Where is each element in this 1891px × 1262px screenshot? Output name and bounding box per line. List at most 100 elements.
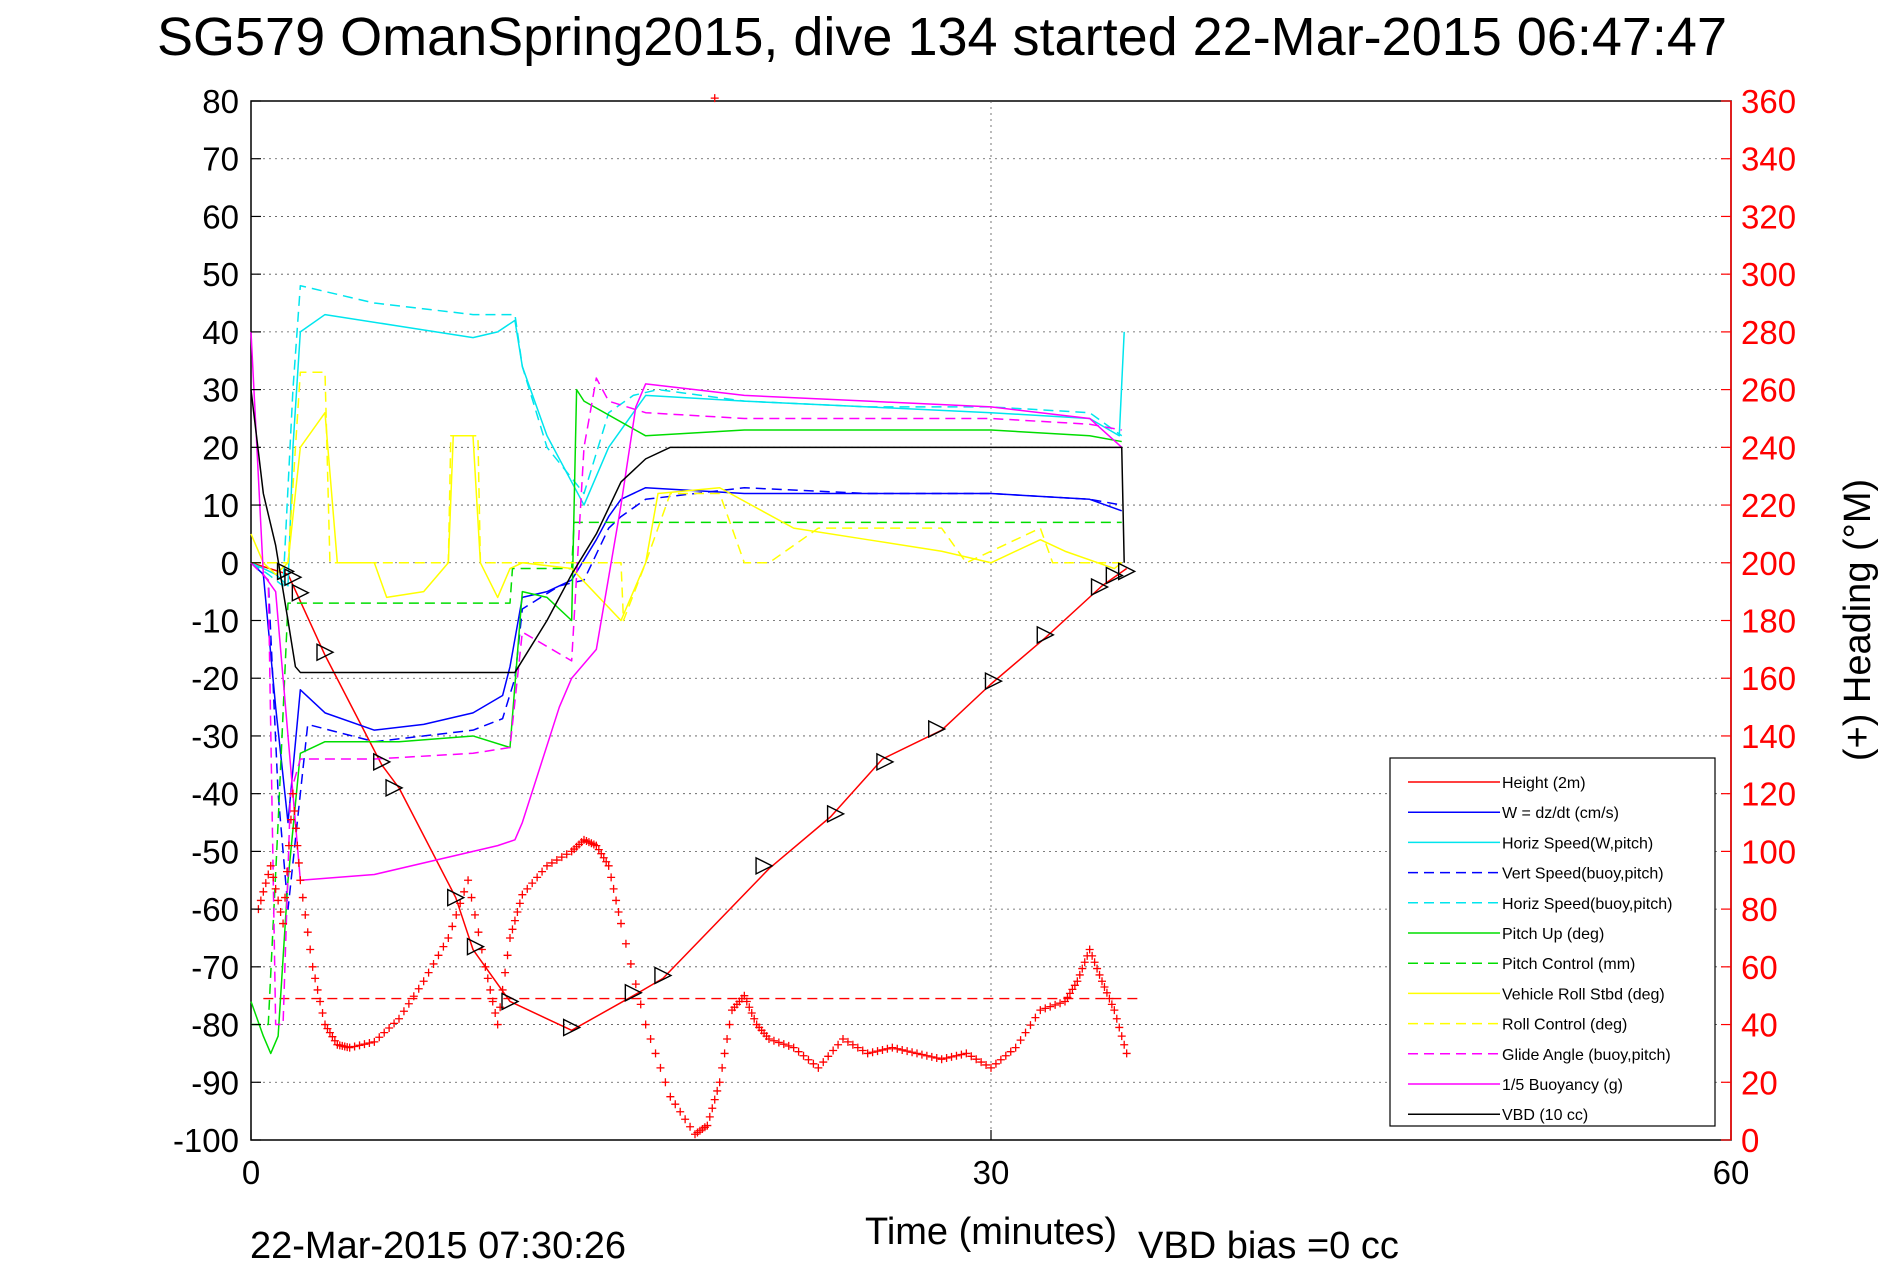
- heading-marker: [1107, 1000, 1116, 1009]
- heading-marker: [264, 870, 273, 879]
- heading-marker: [614, 907, 623, 916]
- heading-marker: [913, 1049, 921, 1058]
- heading-marker: [927, 1052, 936, 1061]
- heading-marker: [609, 884, 618, 893]
- y-tick-label: 70: [202, 141, 239, 178]
- heading-marker: [291, 824, 300, 833]
- legend-label-6: Pitch Up (deg): [1502, 926, 1604, 943]
- y-tick-label: -20: [191, 660, 239, 697]
- heading-marker: [967, 1052, 976, 1061]
- right-tick-label: 140: [1741, 718, 1796, 755]
- heading-marker: [1095, 970, 1104, 979]
- heading-marker: [888, 1043, 897, 1052]
- heading-marker: [375, 1033, 384, 1042]
- heading-marker: [464, 876, 473, 885]
- heading-marker: [281, 893, 290, 902]
- heading-marker: [713, 1086, 722, 1095]
- heading-marker: [311, 974, 320, 983]
- x-tick-label: 0: [242, 1154, 260, 1191]
- triangle-marker: [501, 992, 520, 1011]
- legend-label-12: VBD (10 cc): [1502, 1107, 1588, 1124]
- heading-marker: [917, 1050, 926, 1059]
- heading-marker: [360, 1040, 369, 1049]
- heading-marker: [538, 867, 547, 876]
- heading-marker: [444, 933, 453, 942]
- heading-marker: [429, 959, 438, 968]
- series-line-12: [250, 389, 1125, 674]
- y-tick-label: 30: [202, 372, 239, 409]
- heading-marker: [742, 997, 751, 1006]
- x-tick-label: 30: [973, 1154, 1010, 1191]
- triangle-marker: [466, 937, 486, 956]
- heading-marker: [515, 899, 524, 908]
- triangle-marker: [1105, 566, 1124, 585]
- heading-marker: [1105, 994, 1114, 1003]
- heading-marker: [318, 1009, 327, 1018]
- heading-marker: [481, 962, 490, 971]
- heading-marker: [528, 879, 537, 888]
- heading-marker: [1001, 1051, 1010, 1060]
- heading-marker: [972, 1055, 981, 1064]
- triangle-marker: [562, 1018, 582, 1037]
- heading-marker: [1080, 958, 1089, 967]
- series-layer: [250, 94, 1142, 1139]
- right-tick-label: 40: [1741, 1007, 1778, 1044]
- series-line-6: [250, 388, 1122, 1055]
- heading-marker: [686, 1122, 695, 1131]
- heading-marker: [594, 845, 603, 854]
- legend-label-9: Roll Control (deg): [1502, 1017, 1627, 1034]
- right-tick-label: 180: [1741, 603, 1796, 640]
- right-tick-label: 200: [1741, 545, 1796, 582]
- heading-marker: [848, 1040, 857, 1049]
- heading-marker: [1063, 993, 1072, 1002]
- heading-marker: [301, 910, 310, 919]
- heading-marker: [1065, 989, 1074, 998]
- right-tick-label: 120: [1741, 776, 1796, 813]
- heading-marker: [636, 1000, 645, 1009]
- triangle-marker: [928, 719, 947, 739]
- heading-marker: [646, 1034, 655, 1043]
- grid: [251, 101, 1731, 1140]
- heading-outlier-marker: [710, 94, 719, 103]
- y-tick-label: -80: [191, 1007, 239, 1044]
- triangle-marker: [284, 568, 303, 587]
- heading-marker: [518, 890, 527, 899]
- heading-marker: [747, 1009, 756, 1018]
- heading-marker: [350, 1042, 359, 1051]
- heading-marker: [439, 942, 448, 951]
- heading-marker: [506, 933, 514, 942]
- heading-marker: [676, 1107, 685, 1116]
- heading-marker: [641, 1020, 650, 1029]
- heading-marker: [868, 1048, 877, 1057]
- heading-marker: [1117, 1032, 1126, 1041]
- triangle-marker: [984, 671, 1004, 691]
- right-tick-label: 100: [1741, 833, 1796, 870]
- heading-marker: [1090, 958, 1099, 967]
- heading-marker: [271, 884, 280, 893]
- heading-marker: [1016, 1036, 1025, 1045]
- heading-marker: [1120, 1040, 1129, 1049]
- heading-marker: [399, 1007, 408, 1016]
- heading-marker: [794, 1047, 803, 1056]
- series-line-1: [250, 562, 1128, 1032]
- heading-marker: [631, 980, 640, 989]
- plot-area: 80706050403020100-10-20-30-40-50-60-70-8…: [173, 83, 1796, 1191]
- triangle-marker: [654, 966, 673, 985]
- heading-marker: [710, 1095, 719, 1104]
- x-tick-label: 60: [1713, 1154, 1750, 1191]
- heading-marker: [863, 1049, 872, 1058]
- heading-marker: [328, 1032, 337, 1041]
- heading-marker: [987, 1063, 995, 1072]
- heading-marker: [824, 1052, 833, 1061]
- heading-marker: [671, 1100, 680, 1109]
- heading-marker: [617, 919, 625, 928]
- heading-marker: [957, 1050, 966, 1059]
- heading-marker: [834, 1040, 843, 1049]
- heading-marker: [1036, 1006, 1045, 1015]
- right-tick-label: 80: [1741, 891, 1778, 928]
- heading-marker: [434, 951, 443, 960]
- legend-label-2: W = dz/dt (cm/s): [1502, 805, 1619, 822]
- heading-marker: [370, 1037, 379, 1046]
- heading-marker: [858, 1046, 867, 1055]
- heading-marker: [296, 876, 305, 885]
